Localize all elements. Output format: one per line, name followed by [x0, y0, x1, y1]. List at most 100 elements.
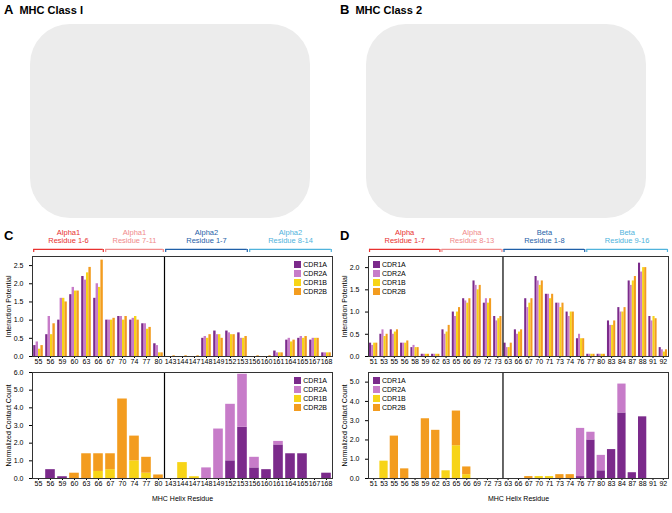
svg-text:77: 77 — [587, 358, 595, 365]
svg-text:55: 55 — [35, 480, 43, 487]
svg-text:77: 77 — [587, 480, 595, 487]
svg-text:Alpha1Residue 1-6: Alpha1Residue 1-6 — [48, 228, 88, 245]
svg-text:51: 51 — [370, 480, 378, 487]
svg-text:63: 63 — [442, 480, 450, 487]
svg-text:Alpha2Residue 1-7: Alpha2Residue 1-7 — [186, 228, 226, 245]
svg-text:80: 80 — [155, 358, 163, 365]
svg-text:148: 148 — [201, 358, 213, 365]
svg-text:65: 65 — [453, 358, 461, 365]
svg-text:55: 55 — [35, 358, 43, 365]
svg-text:4.0: 4.0 — [350, 398, 360, 405]
svg-text:67: 67 — [107, 358, 115, 365]
svg-text:66: 66 — [515, 480, 523, 487]
svg-text:BetaResidue 9-16: BetaResidue 9-16 — [605, 228, 650, 245]
svg-text:76: 76 — [577, 358, 585, 365]
svg-text:147: 147 — [189, 480, 201, 487]
svg-text:3.0: 3.0 — [14, 422, 24, 429]
svg-text:2.0: 2.0 — [350, 264, 360, 271]
svg-text:4.0: 4.0 — [14, 404, 24, 411]
svg-text:BetaResidue 1-8: BetaResidue 1-8 — [524, 228, 564, 245]
svg-text:66: 66 — [515, 358, 523, 365]
svg-text:73: 73 — [494, 358, 502, 365]
svg-text:91: 91 — [649, 480, 657, 487]
svg-text:Normalized Contact Count: Normalized Contact Count — [5, 384, 12, 466]
svg-text:65: 65 — [453, 480, 461, 487]
svg-text:152: 152 — [225, 358, 237, 365]
svg-text:63: 63 — [83, 358, 91, 365]
svg-text:153: 153 — [237, 358, 249, 365]
svg-text:2.0: 2.0 — [350, 436, 360, 443]
svg-text:60: 60 — [71, 358, 79, 365]
svg-text:77: 77 — [143, 480, 151, 487]
svg-text:84: 84 — [618, 480, 626, 487]
svg-text:0.0: 0.0 — [14, 353, 24, 360]
svg-text:53: 53 — [380, 480, 388, 487]
svg-text:87: 87 — [628, 358, 636, 365]
svg-text:167: 167 — [309, 480, 321, 487]
svg-text:0.0: 0.0 — [14, 475, 24, 482]
svg-text:88: 88 — [639, 358, 647, 365]
svg-text:59: 59 — [421, 480, 429, 487]
svg-text:164: 164 — [285, 358, 297, 365]
svg-text:56: 56 — [47, 480, 55, 487]
svg-text:168: 168 — [321, 358, 333, 365]
svg-text:72: 72 — [484, 358, 492, 365]
svg-text:80: 80 — [155, 480, 163, 487]
svg-text:1.0: 1.0 — [14, 316, 24, 323]
svg-text:58: 58 — [411, 358, 419, 365]
svg-text:70: 70 — [119, 480, 127, 487]
svg-text:165: 165 — [297, 480, 309, 487]
svg-text:53: 53 — [380, 358, 388, 365]
svg-text:59: 59 — [421, 358, 429, 365]
svg-text:71: 71 — [546, 358, 554, 365]
svg-text:76: 76 — [577, 480, 585, 487]
svg-text:63: 63 — [83, 480, 91, 487]
svg-text:66: 66 — [463, 358, 471, 365]
svg-text:74: 74 — [131, 358, 139, 365]
svg-text:160: 160 — [261, 358, 273, 365]
svg-text:88: 88 — [639, 480, 647, 487]
svg-text:62: 62 — [432, 358, 440, 365]
svg-text:152: 152 — [225, 480, 237, 487]
svg-text:144: 144 — [177, 358, 189, 365]
svg-text:55: 55 — [390, 480, 398, 487]
svg-text:148: 148 — [201, 480, 213, 487]
svg-text:2.0: 2.0 — [14, 439, 24, 446]
svg-text:74: 74 — [566, 480, 574, 487]
svg-text:66: 66 — [95, 358, 103, 365]
svg-text:70: 70 — [119, 358, 127, 365]
svg-text:Interaction Potential: Interaction Potential — [5, 275, 12, 337]
svg-text:63: 63 — [442, 358, 450, 365]
svg-text:Alpha2Residue 8-14: Alpha2Residue 8-14 — [268, 228, 313, 245]
svg-text:69: 69 — [473, 480, 481, 487]
svg-text:168: 168 — [321, 480, 333, 487]
svg-text:1.5: 1.5 — [14, 298, 24, 305]
svg-text:149: 149 — [213, 358, 225, 365]
svg-text:67: 67 — [525, 480, 533, 487]
svg-text:58: 58 — [411, 480, 419, 487]
svg-text:70: 70 — [535, 480, 543, 487]
svg-text:60: 60 — [71, 480, 79, 487]
svg-text:1.0: 1.0 — [14, 457, 24, 464]
svg-text:0.0: 0.0 — [350, 475, 360, 482]
svg-text:2.0: 2.0 — [14, 280, 24, 287]
svg-text:84: 84 — [618, 358, 626, 365]
svg-text:63: 63 — [504, 480, 512, 487]
svg-text:MHC Helix Residue: MHC Helix Residue — [152, 495, 213, 502]
svg-text:144: 144 — [177, 480, 189, 487]
svg-text:165: 165 — [297, 358, 309, 365]
svg-text:2.5: 2.5 — [14, 262, 24, 269]
svg-text:153: 153 — [237, 480, 249, 487]
svg-text:0.5: 0.5 — [14, 335, 24, 342]
svg-text:AlphaResidue 8-13: AlphaResidue 8-13 — [450, 228, 495, 245]
svg-text:156: 156 — [249, 358, 261, 365]
svg-text:MHC Helix Residue: MHC Helix Residue — [488, 495, 549, 502]
svg-text:56: 56 — [401, 480, 409, 487]
svg-text:56: 56 — [401, 358, 409, 365]
svg-text:0.5: 0.5 — [350, 331, 360, 338]
svg-text:156: 156 — [249, 480, 261, 487]
svg-text:80: 80 — [597, 480, 605, 487]
svg-text:3.0: 3.0 — [350, 417, 360, 424]
svg-text:73: 73 — [494, 480, 502, 487]
svg-text:161: 161 — [273, 358, 285, 365]
